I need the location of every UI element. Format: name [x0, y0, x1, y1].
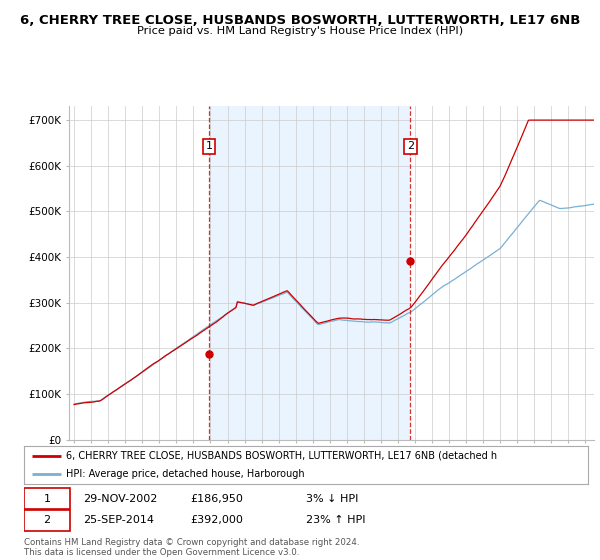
Text: 23% ↑ HPI: 23% ↑ HPI: [306, 515, 365, 525]
FancyBboxPatch shape: [24, 488, 70, 509]
Text: HPI: Average price, detached house, Harborough: HPI: Average price, detached house, Harb…: [66, 469, 305, 479]
Text: Price paid vs. HM Land Registry's House Price Index (HPI): Price paid vs. HM Land Registry's House …: [137, 26, 463, 36]
Text: This data is licensed under the Open Government Licence v3.0.: This data is licensed under the Open Gov…: [24, 548, 299, 557]
Text: 3% ↓ HPI: 3% ↓ HPI: [306, 494, 358, 503]
Text: 29-NOV-2002: 29-NOV-2002: [83, 494, 158, 503]
FancyBboxPatch shape: [24, 510, 70, 531]
Text: 1: 1: [44, 494, 50, 503]
Text: £186,950: £186,950: [190, 494, 243, 503]
Text: 2: 2: [407, 141, 414, 151]
Text: 25-SEP-2014: 25-SEP-2014: [83, 515, 154, 525]
Text: £392,000: £392,000: [190, 515, 243, 525]
Bar: [209, 106, 410, 440]
Text: 2: 2: [44, 515, 50, 525]
Text: 1: 1: [205, 141, 212, 151]
Text: 6, CHERRY TREE CLOSE, HUSBANDS BOSWORTH, LUTTERWORTH, LE17 6NB (detached h: 6, CHERRY TREE CLOSE, HUSBANDS BOSWORTH,…: [66, 451, 497, 461]
Text: Contains HM Land Registry data © Crown copyright and database right 2024.: Contains HM Land Registry data © Crown c…: [24, 538, 359, 547]
Text: 6, CHERRY TREE CLOSE, HUSBANDS BOSWORTH, LUTTERWORTH, LE17 6NB: 6, CHERRY TREE CLOSE, HUSBANDS BOSWORTH,…: [20, 14, 580, 27]
